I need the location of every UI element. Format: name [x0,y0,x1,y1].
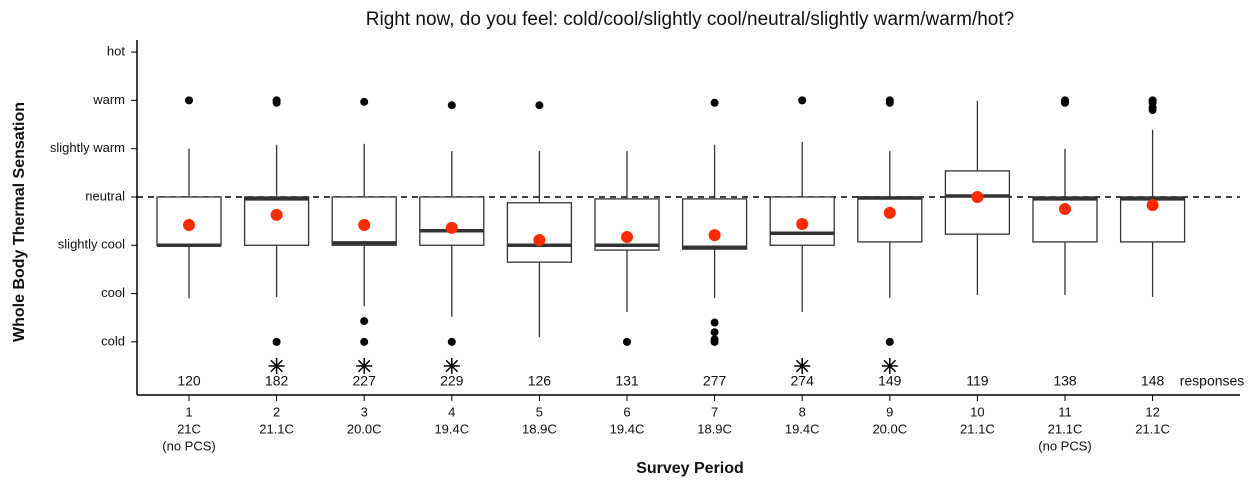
x-temperature-label: 19.4C [785,421,820,436]
outlier [710,98,719,107]
outlier [360,317,369,326]
box [331,196,397,246]
x-tick-label: 1 [185,404,192,419]
mean [270,208,283,221]
count-label: 120 [177,373,201,389]
star-stroke [270,359,283,373]
count-label: 126 [528,373,552,389]
y-tick-label: cold [101,333,125,348]
x-temperature-label: 21.1C [1048,421,1083,436]
x-note-label: (no PCS) [162,438,215,453]
significance-star [443,358,460,374]
outlier [272,337,281,346]
outlier [360,97,369,106]
y-tick-label: slightly warm [50,140,125,155]
x-tick-label: 10 [970,404,984,419]
outlier [623,337,631,346]
count-label: 227 [353,373,377,389]
mean [1146,199,1159,212]
y-tick-label: cool [101,285,125,300]
count-label: 119 [966,373,989,389]
x-temperature-label: 18.9C [697,421,732,436]
star-stroke [795,359,809,373]
count-label: 229 [440,373,464,389]
outlier [1148,106,1157,115]
mean [358,218,371,231]
outlier [710,328,719,337]
star-stroke [883,359,897,373]
y-tick-label: warm [92,92,125,107]
chart-title: Right now, do you feel: cold/cool/slight… [366,9,1014,30]
x-tick-label: 5 [536,404,543,419]
x-tick-label: 6 [623,404,630,419]
x-temperature-label: 21C [177,421,201,436]
outlier [272,98,281,107]
count-label: 148 [1141,373,1165,389]
x-temperature-label: 20.0C [347,421,382,436]
outlier [710,318,719,327]
x-temperature-label: 20.0C [872,421,907,436]
x-temperature-label: 19.4C [434,421,469,436]
count-unit-label: responses [1180,373,1245,389]
outlier [535,101,544,110]
x-temperature-label: 21.1C [1135,421,1170,436]
x-temperature-label: 19.4C [610,421,645,436]
y-tick-label: neutral [85,188,125,203]
significance-star [881,358,898,374]
count-label: 138 [1053,373,1077,389]
x-temperature-label: 18.9C [522,421,557,436]
significance-star [268,358,285,374]
significance-star [356,358,373,374]
mean [883,206,896,219]
x-tick-label: 8 [799,404,806,419]
outlier [360,337,369,346]
x-tick-label: 2 [273,404,280,419]
x-note-label: (no PCS) [1038,438,1091,453]
x-tick-label: 4 [448,404,455,419]
outlier [447,337,456,346]
count-label: 274 [791,373,815,389]
box [419,196,485,246]
x-tick-label: 11 [1058,404,1072,419]
mean [1059,203,1071,216]
mean [796,218,809,231]
box [243,196,310,246]
mean [971,190,984,203]
x-tick-label: 3 [361,404,368,419]
x-axis-label: Survey Period [636,460,744,477]
box [506,202,573,263]
outlier [885,337,894,346]
y-axis-label: Whole Body Thermal Sensation [11,102,28,342]
mean [445,221,458,234]
mean [621,231,633,244]
x-tick-label: 12 [1145,404,1159,419]
x-tick-label: 7 [711,404,718,419]
x-temperature-label: 21.1C [259,421,294,436]
mean [533,233,546,246]
count-label: 182 [265,373,289,389]
star-stroke [357,359,371,373]
outlier [447,101,456,110]
significance-star [794,358,811,374]
x-temperature-label: 21.1C [960,421,995,436]
box [857,196,923,243]
count-label: 149 [878,373,902,389]
count-label: 277 [703,373,727,389]
mean [708,229,721,242]
mean [183,218,195,231]
outlier [710,337,719,346]
outlier [798,96,807,105]
count-label: 131 [615,373,639,389]
box [681,198,748,250]
x-tick-label: 9 [886,404,893,419]
star-stroke [445,359,459,373]
y-tick-label: slightly cool [58,237,125,252]
outlier [885,98,894,107]
y-tick-label: hot [107,44,125,59]
outlier [185,96,193,105]
outlier [1061,98,1069,107]
